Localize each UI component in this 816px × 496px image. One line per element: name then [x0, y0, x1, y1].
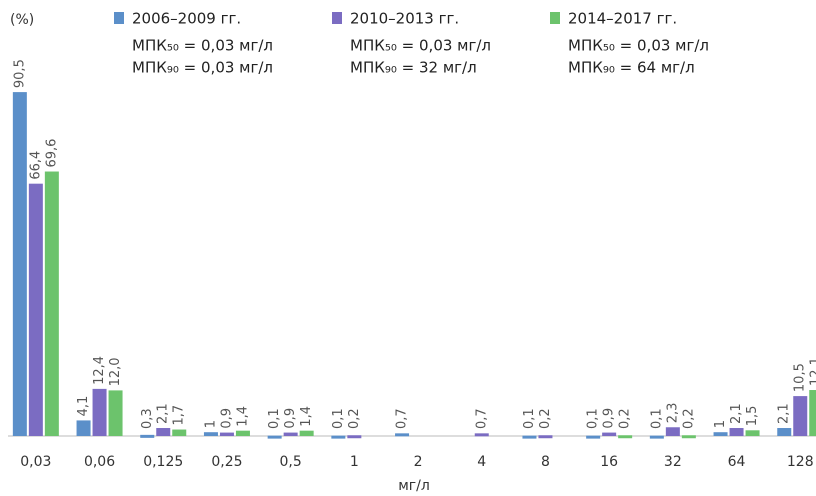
legend-swatch [332, 12, 342, 24]
bar [745, 430, 760, 436]
bar [76, 420, 91, 436]
bar [793, 396, 808, 436]
value-label: 0,2 [538, 408, 553, 429]
x-tick-label: 16 [600, 454, 618, 470]
value-label: 0,1 [586, 408, 601, 429]
y-unit: (%) [10, 12, 34, 28]
bar [522, 435, 537, 439]
x-axis-label: мг/л [398, 478, 430, 494]
x-tick-label: 0,25 [211, 454, 242, 470]
value-label: 12,0 [108, 357, 123, 386]
bar [729, 428, 744, 436]
value-label: 0,2 [347, 408, 362, 429]
bar [235, 430, 250, 436]
bar [283, 432, 298, 436]
x-tick-label: 32 [664, 454, 682, 470]
bar [713, 432, 728, 436]
value-label: 69,6 [44, 139, 59, 168]
legend-note: МПК₉₀ = 0,03 мг/л [132, 59, 273, 77]
legend-note: МПК₅₀ = 0,03 мг/л [132, 37, 273, 55]
value-label: 0,1 [331, 408, 346, 429]
value-label: 0,9 [602, 408, 617, 429]
value-label: 0,1 [649, 408, 664, 429]
bar [12, 92, 27, 436]
value-label: 2,3 [665, 403, 680, 424]
value-label: 4,1 [76, 396, 91, 417]
x-tick-label: 1 [350, 454, 359, 470]
bar [44, 171, 59, 436]
x-tick-label: 8 [541, 454, 550, 470]
value-label: 1,4 [235, 406, 250, 427]
value-label: 1,4 [299, 406, 314, 427]
bar [538, 435, 553, 439]
bar [809, 390, 816, 436]
value-label: 1,7 [172, 405, 187, 426]
legend-label: 2006–2009 гг. [132, 10, 241, 28]
value-label: 2,1 [156, 403, 171, 424]
value-label: 90,5 [12, 59, 27, 88]
value-label: 1 [713, 420, 728, 428]
bar [665, 427, 680, 436]
bar [92, 388, 107, 436]
legend-note: МПК₉₀ = 32 мг/л [350, 59, 477, 77]
bar [474, 433, 489, 437]
value-label: 0,7 [395, 408, 410, 429]
bar [203, 432, 218, 436]
bar [602, 432, 617, 436]
legend-note: МПК₉₀ = 64 мг/л [568, 59, 695, 77]
legend-swatch [550, 12, 560, 24]
x-tick-label: 0,5 [280, 454, 302, 470]
value-label: 0,7 [474, 408, 489, 429]
x-tick-label: 4 [477, 454, 486, 470]
value-label: 1 [203, 420, 218, 428]
legend-label: 2014–2017 гг. [568, 10, 677, 28]
bar [140, 434, 155, 438]
bar [267, 435, 282, 439]
value-label: 0,9 [219, 408, 234, 429]
bar [681, 435, 696, 439]
bar [108, 390, 123, 436]
bar [777, 428, 792, 436]
bar [219, 432, 234, 436]
x-tick-label: 64 [728, 454, 746, 470]
x-tick-label: 2 [414, 454, 423, 470]
value-label: 10,5 [793, 363, 808, 392]
value-label: 0,1 [267, 408, 282, 429]
bar [172, 429, 187, 436]
value-label: 0,3 [140, 408, 155, 429]
x-tick-label: 0,06 [84, 454, 115, 470]
legend-note: МПК₅₀ = 0,03 мг/л [568, 37, 709, 55]
value-label: 0,1 [522, 408, 537, 429]
bar [347, 435, 362, 439]
bar [586, 435, 601, 439]
bar [649, 435, 664, 439]
bar [156, 428, 171, 436]
value-label: 2,1 [729, 403, 744, 424]
value-label: 1,5 [745, 406, 760, 427]
legend-label: 2010–2013 гг. [350, 10, 459, 28]
bar [28, 183, 43, 436]
bar [299, 430, 314, 436]
bar [395, 433, 410, 437]
value-label: 0,9 [283, 408, 298, 429]
x-tick-label: 0,125 [143, 454, 183, 470]
value-label: 12,1 [809, 357, 816, 386]
bar [618, 435, 633, 439]
value-label: 12,4 [92, 356, 107, 385]
value-label: 0,2 [618, 408, 633, 429]
value-label: 2,1 [777, 403, 792, 424]
bar [331, 435, 346, 439]
value-label: 66,4 [28, 151, 43, 180]
legend-note: МПК₅₀ = 0,03 мг/л [350, 37, 491, 55]
value-label: 0,2 [681, 408, 696, 429]
x-tick-label: 0,03 [20, 454, 51, 470]
legend-swatch [114, 12, 124, 24]
x-tick-label: 128 [787, 454, 814, 470]
